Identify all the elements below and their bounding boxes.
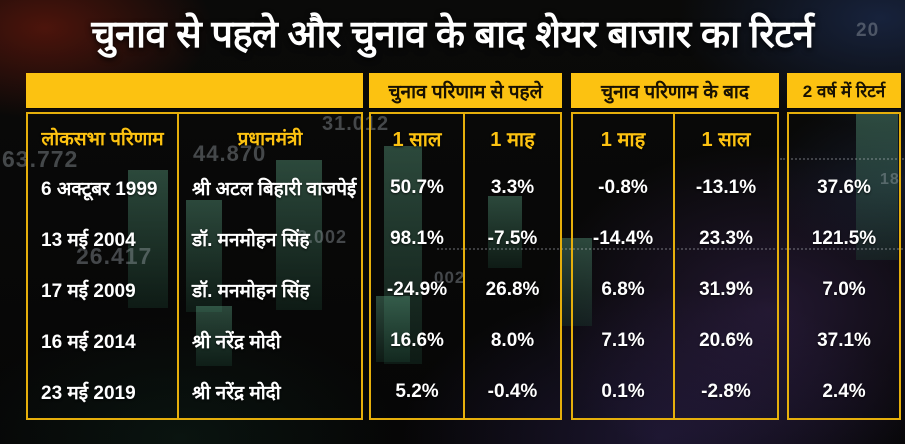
result-date-cell: 17 मई 2009: [41, 281, 136, 302]
bar-chart-texture: [488, 196, 522, 268]
column-two-year-return: 37.6% 121.5% 7.0% 37.1% 2.4%: [789, 114, 899, 418]
return-value-cell: -13.1%: [695, 176, 757, 198]
return-value-cell: 6.8%: [601, 279, 645, 300]
bar-chart-texture: [376, 296, 410, 362]
return-value-cell: -0.4%: [487, 381, 538, 403]
group-header-after-results: चुनाव परिणाम के बाद: [571, 73, 779, 108]
result-date-cell: 6 अक्टूबर 1999: [41, 178, 158, 200]
column-header-1-year: 1 साल: [392, 128, 442, 151]
bar-chart-texture: [856, 112, 898, 260]
bar-chart-texture: [128, 170, 168, 308]
background-ticker-number: 3.002: [297, 227, 348, 247]
return-value-cell: 98.1%: [390, 227, 444, 249]
return-value-cell: 26.8%: [485, 279, 540, 300]
background-ticker-number: 18: [880, 171, 900, 188]
dotted-trendline: [437, 248, 903, 250]
pm-name-cell: श्री नरेंद्र मोदी: [192, 332, 281, 354]
result-date-cell: 13 मई 2004: [41, 229, 136, 251]
background-ticker-number: 31.012: [322, 113, 390, 135]
column-before-1-year: 1 साल 50.7% 98.1% -24.9% 16.6% 5.2%: [371, 114, 463, 418]
return-value-cell: 37.6%: [817, 176, 871, 198]
result-date-cell: 16 मई 2014: [41, 332, 136, 354]
return-value-cell: 7.0%: [822, 279, 866, 300]
column-lok-sabha-result: लोकसभा परिणाम 6 अक्टूबर 1999 13 मई 2004 …: [28, 114, 177, 418]
return-value-cell: 37.1%: [817, 330, 871, 352]
return-value-cell: -7.5%: [487, 227, 538, 249]
return-value-cell: 31.9%: [699, 279, 753, 300]
background-ticker-number: 20: [856, 20, 880, 41]
column-header-1-year: 1 साल: [701, 128, 751, 151]
return-value-cell: 20.6%: [699, 330, 753, 352]
table-group-results-pm: लोकसभा परिणाम 6 अक्टूबर 1999 13 मई 2004 …: [26, 112, 363, 420]
table-group-before-results: 1 साल 50.7% 98.1% -24.9% 16.6% 5.2% 1 मा…: [369, 112, 562, 420]
return-value-cell: 50.7%: [390, 176, 444, 198]
background-ticker-number: 63.772: [2, 146, 79, 172]
pm-name-cell: डॉ. मनमोहन सिंह: [192, 281, 310, 302]
table-group-after-results: 1 माह -0.8% -14.4% 6.8% 7.1% 0.1% 1 साल …: [571, 112, 779, 420]
bar-chart-texture: [186, 200, 222, 312]
background-ticker-number: 26.417: [76, 243, 153, 269]
bar-chart-texture: [562, 238, 592, 326]
return-value-cell: 121.5%: [811, 227, 877, 249]
group-header-two-year-return: 2 वर्ष में रिटर्न: [787, 73, 901, 108]
bar-chart-texture: [276, 160, 322, 310]
return-value-cell: -24.9%: [386, 279, 448, 300]
group-header-blank: [26, 73, 363, 108]
return-value-cell: -0.8%: [598, 176, 648, 198]
return-value-cell: 7.1%: [601, 330, 645, 352]
return-value-cell: 8.0%: [490, 330, 535, 352]
dotted-trendline: [780, 158, 904, 160]
background-ticker-number: 002: [434, 268, 466, 287]
page-title: चुनाव से पहले और चुनाव के बाद शेयर बाजार…: [91, 14, 814, 56]
column-header-1-month: 1 माह: [600, 128, 646, 151]
column-header-1-month: 1 माह: [490, 128, 535, 151]
returns-table: चुनाव परिणाम से पहले चुनाव परिणाम के बाद…: [26, 73, 901, 420]
return-value-cell: 5.2%: [395, 381, 439, 403]
return-value-cell: 23.3%: [699, 227, 753, 249]
result-date-cell: 23 मई 2019: [41, 383, 136, 405]
column-after-1-year: 1 साल -13.1% 23.3% 31.9% 20.6% -2.8%: [673, 114, 777, 418]
table-group-two-year-return: 37.6% 121.5% 7.0% 37.1% 2.4%: [787, 112, 901, 420]
bar-chart-texture: [384, 146, 422, 364]
return-value-cell: -2.8%: [701, 381, 751, 403]
return-value-cell: -14.4%: [592, 227, 654, 249]
column-header-pm: प्रधानमंत्री: [237, 129, 303, 150]
return-value-cell: 2.4%: [822, 381, 866, 403]
column-header-empty: [789, 114, 899, 162]
bar-chart-texture: [196, 306, 232, 366]
return-value-cell: 3.3%: [490, 176, 535, 198]
pm-name-cell: श्री अटल बिहारी वाजपेई: [192, 178, 357, 200]
column-header-result: लोकसभा परिणाम: [41, 129, 164, 150]
return-value-cell: 16.6%: [390, 330, 444, 352]
pm-name-cell: श्री नरेंद्र मोदी: [192, 383, 281, 405]
column-prime-minister: प्रधानमंत्री श्री अटल बिहारी वाजपेई डॉ. …: [177, 114, 361, 418]
background-ticker-number: 44.870: [193, 141, 267, 166]
column-before-1-month: 1 माह 3.3% -7.5% 26.8% 8.0% -0.4%: [463, 114, 560, 418]
group-header-before-results: चुनाव परिणाम से पहले: [369, 73, 562, 108]
pm-name-cell: डॉ. मनमोहन सिंह: [192, 229, 310, 251]
return-value-cell: 0.1%: [601, 381, 645, 403]
column-after-1-month: 1 माह -0.8% -14.4% 6.8% 7.1% 0.1%: [573, 114, 673, 418]
